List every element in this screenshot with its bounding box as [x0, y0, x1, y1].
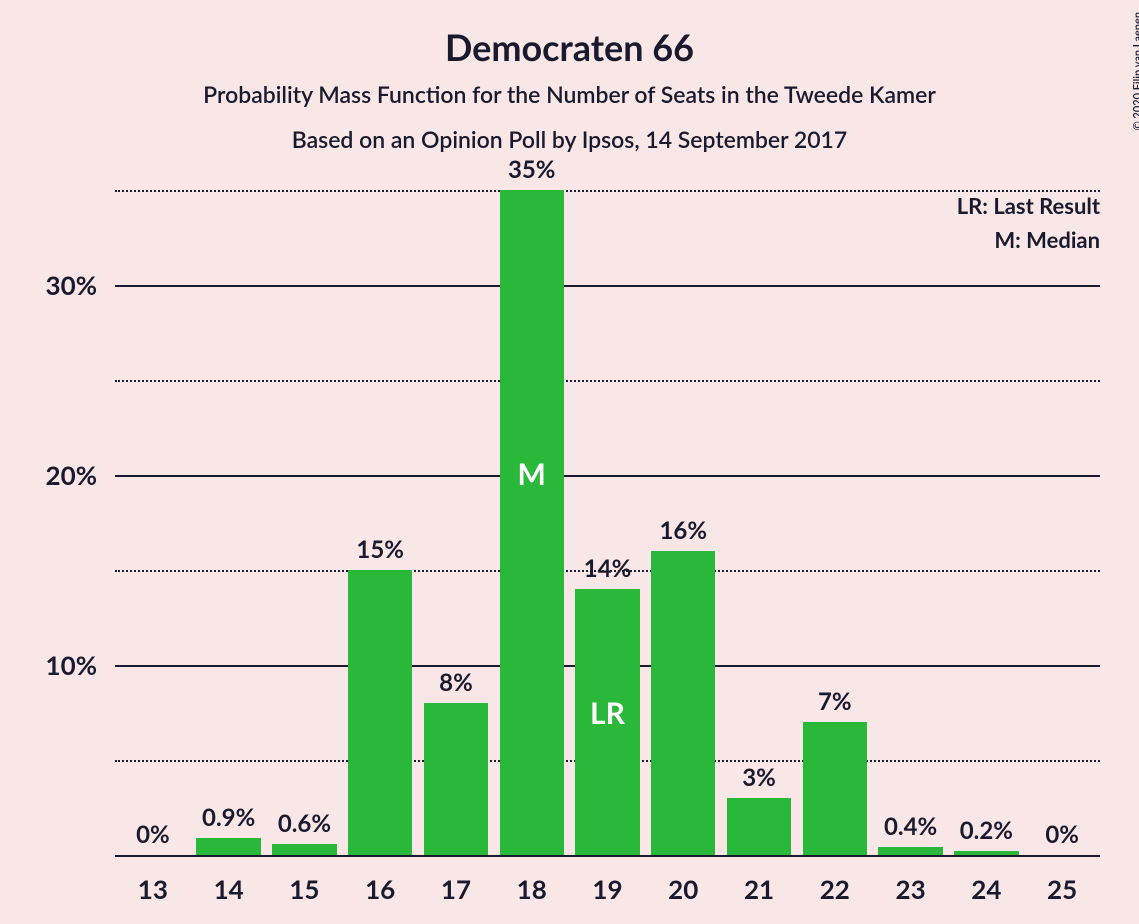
x-tick-label: 13: [115, 873, 191, 905]
bar: [954, 851, 1018, 855]
bar-value-label: 7%: [785, 687, 885, 716]
y-tick-label: 10%: [0, 649, 97, 681]
bar-value-label: 8%: [406, 668, 506, 697]
bar: [424, 703, 488, 855]
y-tick-label: 30%: [0, 269, 97, 301]
x-tick-label: 23: [873, 873, 949, 905]
bar-value-label: 0%: [1012, 820, 1112, 849]
chart-container: Democraten 66 Probability Mass Function …: [0, 0, 1139, 924]
gridline-baseline: [115, 855, 1100, 857]
x-tick-label: 16: [342, 873, 418, 905]
bar: [651, 551, 715, 855]
x-tick-label: 21: [721, 873, 797, 905]
bar-value-label: 15%: [330, 535, 430, 564]
bar: [803, 722, 867, 855]
bar-annotation: LR: [575, 695, 639, 731]
legend-m: M: Median: [994, 226, 1100, 253]
x-tick-label: 22: [797, 873, 873, 905]
x-tick-label: 24: [948, 873, 1024, 905]
bar: [727, 798, 791, 855]
bar-value-label: 16%: [633, 516, 733, 545]
x-tick-label: 18: [494, 873, 570, 905]
bar: [196, 838, 260, 855]
x-tick-label: 25: [1024, 873, 1100, 905]
chart-title: Democraten 66: [0, 25, 1139, 69]
gridline-minor: [115, 380, 1100, 382]
bar-value-label: 3%: [709, 763, 809, 792]
gridline-minor: [115, 190, 1100, 192]
gridline-major: [115, 285, 1100, 287]
chart-subtitle-2: Based on an Opinion Poll by Ipsos, 14 Se…: [0, 125, 1139, 153]
bar: [500, 190, 564, 855]
copyright-text: © 2020 Filip van Laenen: [1131, 12, 1139, 130]
legend-lr: LR: Last Result: [957, 192, 1100, 219]
x-tick-label: 20: [645, 873, 721, 905]
bar: [272, 844, 336, 855]
bar-value-label: 35%: [482, 155, 582, 184]
plot-area: 0%0.9%0.6%15%8%35%M14%LR16%3%7%0.4%0.2%0…: [115, 190, 1100, 855]
bar-annotation: M: [500, 456, 564, 492]
bar-value-label: 14%: [558, 554, 658, 583]
bar: [348, 570, 412, 855]
x-tick-label: 15: [267, 873, 343, 905]
x-tick-label: 17: [418, 873, 494, 905]
gridline-major: [115, 475, 1100, 477]
y-tick-label: 20%: [0, 459, 97, 491]
x-tick-label: 19: [570, 873, 646, 905]
bar: [878, 847, 942, 855]
chart-subtitle-1: Probability Mass Function for the Number…: [0, 80, 1139, 108]
bar-value-label: 0.6%: [254, 809, 354, 838]
x-tick-label: 14: [191, 873, 267, 905]
